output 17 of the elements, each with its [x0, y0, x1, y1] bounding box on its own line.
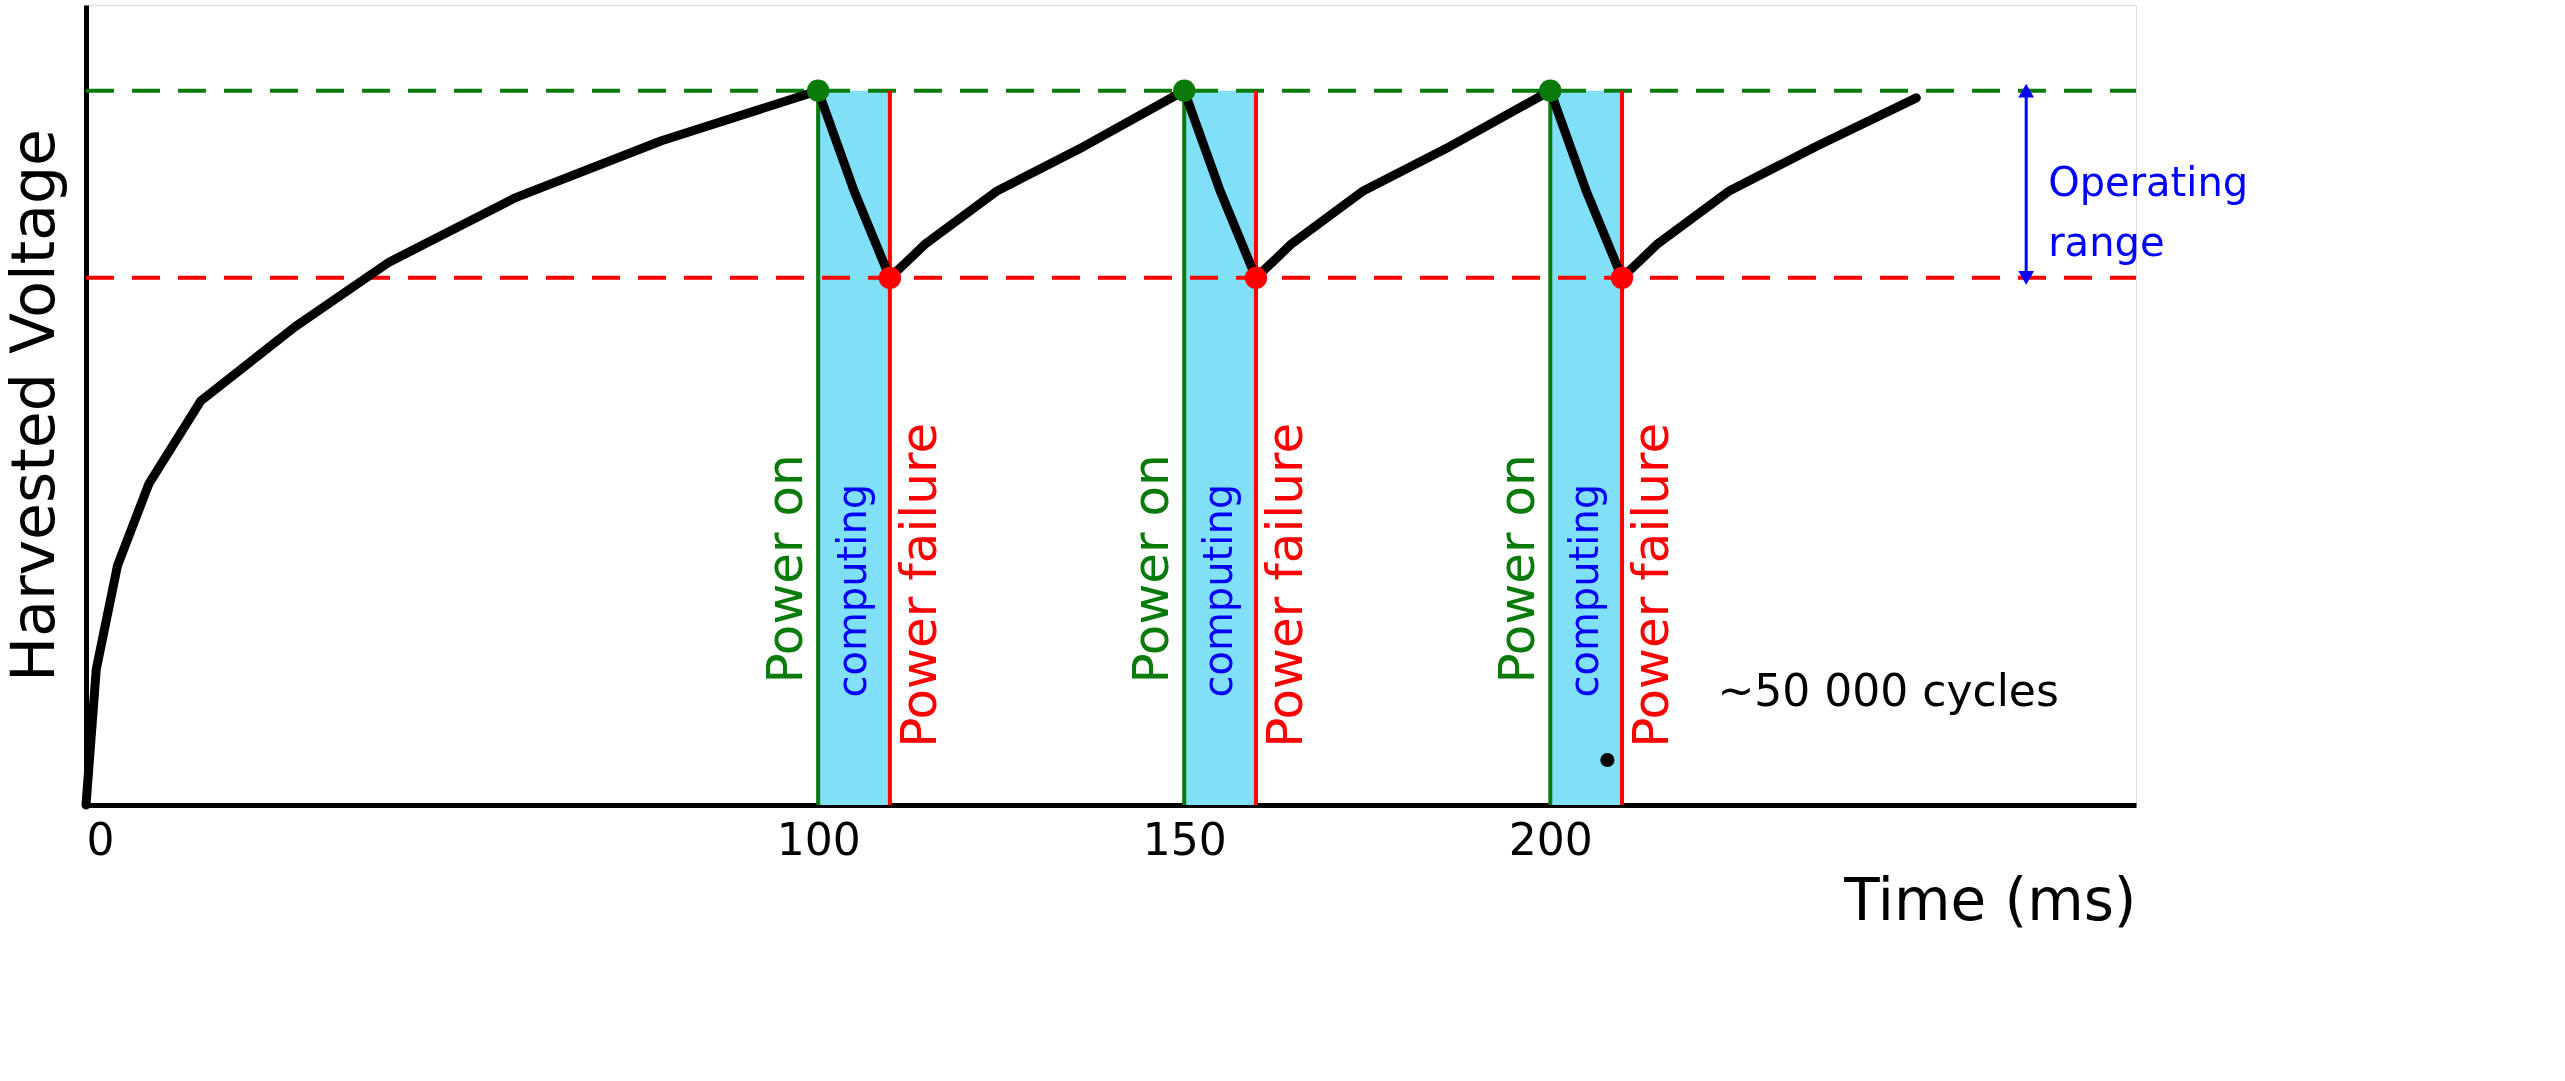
x-tick-label: 100 [776, 813, 861, 865]
x-axis-title: Time (ms) [1843, 865, 2137, 934]
ref-line-label: Power on [1488, 454, 1547, 684]
band-label: computing [829, 483, 876, 698]
annotation: Operating range [2048, 159, 2249, 266]
ref-line-label: Power on [756, 454, 815, 684]
band-label: computing [1561, 483, 1608, 698]
x-tick-label: 200 [1508, 813, 1593, 865]
ref-line-label: Power failure [1622, 422, 1681, 748]
annotation: ~50 000 cycles [1717, 665, 2059, 716]
ref-line-label: Power failure [1255, 422, 1314, 748]
x-tick-label: 150 [1142, 813, 1227, 865]
band-label: computing [1195, 483, 1242, 698]
ref-line-label: Power failure [889, 422, 948, 748]
y-axis-title: Harvested Voltage [0, 129, 68, 682]
x-tick-label: 0 [86, 813, 115, 865]
ref-line-label: Power on [1122, 454, 1181, 684]
